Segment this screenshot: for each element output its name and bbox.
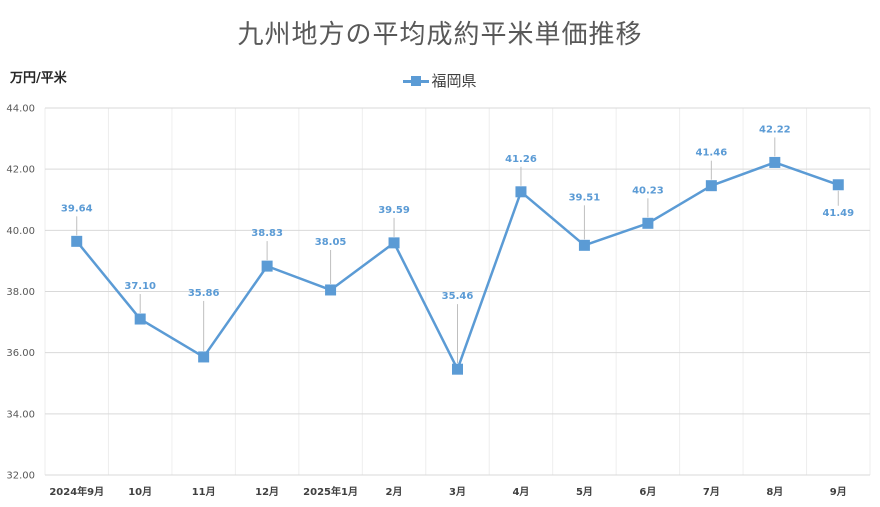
data-label: 38.05	[315, 237, 347, 248]
y-tick-label: 44.00	[6, 104, 35, 115]
legend-series-label: 福岡県	[431, 72, 477, 90]
data-label: 39.59	[378, 205, 410, 216]
x-tick-label: 2月	[386, 486, 403, 498]
data-label: 35.46	[442, 291, 474, 302]
data-label: 42.22	[759, 124, 791, 135]
data-point-marker	[769, 156, 781, 168]
x-tick-label: 2025年1月	[303, 485, 358, 498]
legend-series-marker-icon	[403, 75, 430, 87]
data-label: 39.64	[61, 203, 93, 214]
x-tick-label: 7月	[703, 486, 720, 498]
x-tick-label: 2024年9月	[49, 485, 104, 498]
data-label: 39.51	[569, 192, 601, 203]
x-tick-label: 3月	[449, 486, 466, 498]
data-point-marker	[388, 237, 400, 249]
y-tick-label: 40.00	[6, 226, 35, 237]
x-tick-label: 5月	[576, 486, 593, 498]
x-tick-label: 8月	[766, 486, 783, 498]
data-label: 37.10	[124, 281, 156, 292]
y-tick-label: 32.00	[6, 471, 35, 482]
data-point-marker	[452, 363, 463, 375]
data-point-marker	[325, 284, 337, 296]
data-point-marker	[642, 217, 654, 229]
data-label: 35.86	[188, 288, 220, 299]
data-point-marker	[134, 313, 146, 325]
data-point-marker	[578, 239, 590, 251]
data-label: 38.83	[251, 228, 283, 239]
x-tick-label: 10月	[128, 486, 152, 498]
x-tick-label: 11月	[192, 486, 216, 498]
data-label: 40.23	[632, 185, 664, 196]
data-point-marker	[832, 179, 844, 191]
chart-title: 九州地方の平均成約平米単価推移	[237, 20, 643, 50]
data-label: 41.49	[822, 208, 854, 219]
data-label: 41.46	[696, 148, 728, 159]
y-tick-label: 36.00	[6, 348, 35, 359]
x-tick-label: 6月	[639, 486, 656, 498]
data-label: 41.26	[505, 154, 537, 165]
x-tick-label: 9月	[830, 486, 847, 498]
y-tick-label: 38.00	[6, 287, 35, 298]
data-point-marker	[705, 180, 717, 192]
data-point-marker	[71, 235, 83, 247]
data-point-marker	[261, 260, 273, 272]
y-tick-label: 42.00	[6, 165, 35, 176]
y-tick-label: 34.00	[6, 409, 35, 420]
x-tick-label: 12月	[255, 486, 279, 498]
y-axis-unit-label: 万円/平米	[10, 71, 67, 86]
data-point-marker	[515, 186, 527, 198]
data-point-marker	[198, 351, 210, 363]
legend: 福岡県	[0, 70, 880, 91]
x-tick-label: 4月	[512, 486, 529, 498]
